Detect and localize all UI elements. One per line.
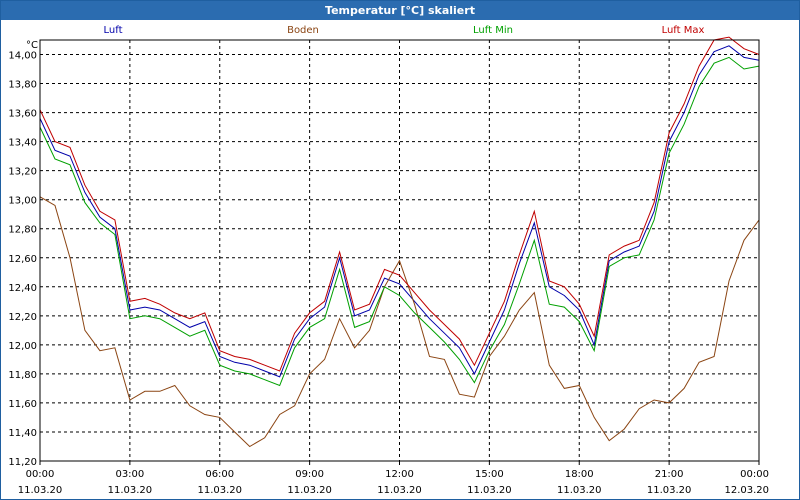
x-tick-label-date: 11.03.20 bbox=[108, 485, 153, 496]
legend-boden: Boden bbox=[287, 25, 319, 36]
x-tick-label-date: 11.03.20 bbox=[467, 485, 512, 496]
axes: 11,20 11,40 11,60 11,80 12,00 12,20 12,40 12,60… bbox=[8, 39, 769, 496]
x-tick-label-time: 15:00 bbox=[475, 469, 504, 480]
y-tick-label: 14,00 bbox=[8, 51, 37, 62]
x-tick-label-time: 18:00 bbox=[565, 469, 594, 480]
series-line-boden bbox=[39, 196, 760, 448]
y-tick-label: 13,20 bbox=[8, 167, 37, 178]
x-tick-label-time: 03:00 bbox=[115, 469, 144, 480]
x-tick-label-date: 11.03.20 bbox=[287, 485, 332, 496]
x-tick-label-time: 12:00 bbox=[385, 469, 414, 480]
y-tick-label: 12,00 bbox=[8, 341, 37, 352]
series-line-luft-max bbox=[39, 36, 760, 372]
series-lines bbox=[39, 36, 760, 448]
y-tick-label: 12,20 bbox=[8, 312, 37, 323]
y-tick-label: 11,80 bbox=[8, 370, 37, 381]
y-tick-label: 13,60 bbox=[8, 109, 37, 120]
y-tick-label: 11,60 bbox=[8, 399, 37, 410]
series-line-luft bbox=[39, 45, 760, 378]
legend-luft-max: Luft Max bbox=[662, 25, 705, 36]
x-tick-label-time: 06:00 bbox=[205, 469, 234, 480]
x-tick-label-date: 11.03.20 bbox=[557, 485, 602, 496]
chart-title: Temperatur [°C] skaliert bbox=[1, 1, 799, 20]
x-tick-label-date: 12.03.20 bbox=[724, 485, 769, 496]
legend-luft-min: Luft Min bbox=[473, 25, 513, 36]
y-tick-label: 12,60 bbox=[8, 254, 37, 265]
x-tick-label-date: 11.03.20 bbox=[377, 485, 422, 496]
y-axis-label: °C bbox=[26, 40, 38, 51]
y-tick-label: 11,20 bbox=[8, 457, 37, 468]
y-tick-label: 11,40 bbox=[8, 428, 37, 439]
y-tick-label: 12,40 bbox=[8, 283, 37, 294]
x-tick-label-time: 00:00 bbox=[26, 469, 55, 480]
y-tick-label: 13,00 bbox=[8, 196, 37, 207]
x-tick-label-date: 11.03.20 bbox=[197, 485, 242, 496]
x-tick-label-date: 11.03.20 bbox=[18, 485, 63, 496]
x-tick-label-time: 21:00 bbox=[655, 469, 684, 480]
y-tick-label: 12,80 bbox=[8, 225, 37, 236]
x-tick-label-time: 00:00 bbox=[740, 469, 769, 480]
grid bbox=[40, 40, 759, 461]
y-tick-label: 13,40 bbox=[8, 138, 37, 149]
x-tick-label-date: 11.03.20 bbox=[647, 485, 692, 496]
y-tick-label: 13,80 bbox=[8, 80, 37, 91]
legend-luft: Luft bbox=[104, 25, 123, 36]
series-line-luft-min bbox=[39, 56, 760, 387]
x-tick-label-time: 09:00 bbox=[295, 469, 324, 480]
